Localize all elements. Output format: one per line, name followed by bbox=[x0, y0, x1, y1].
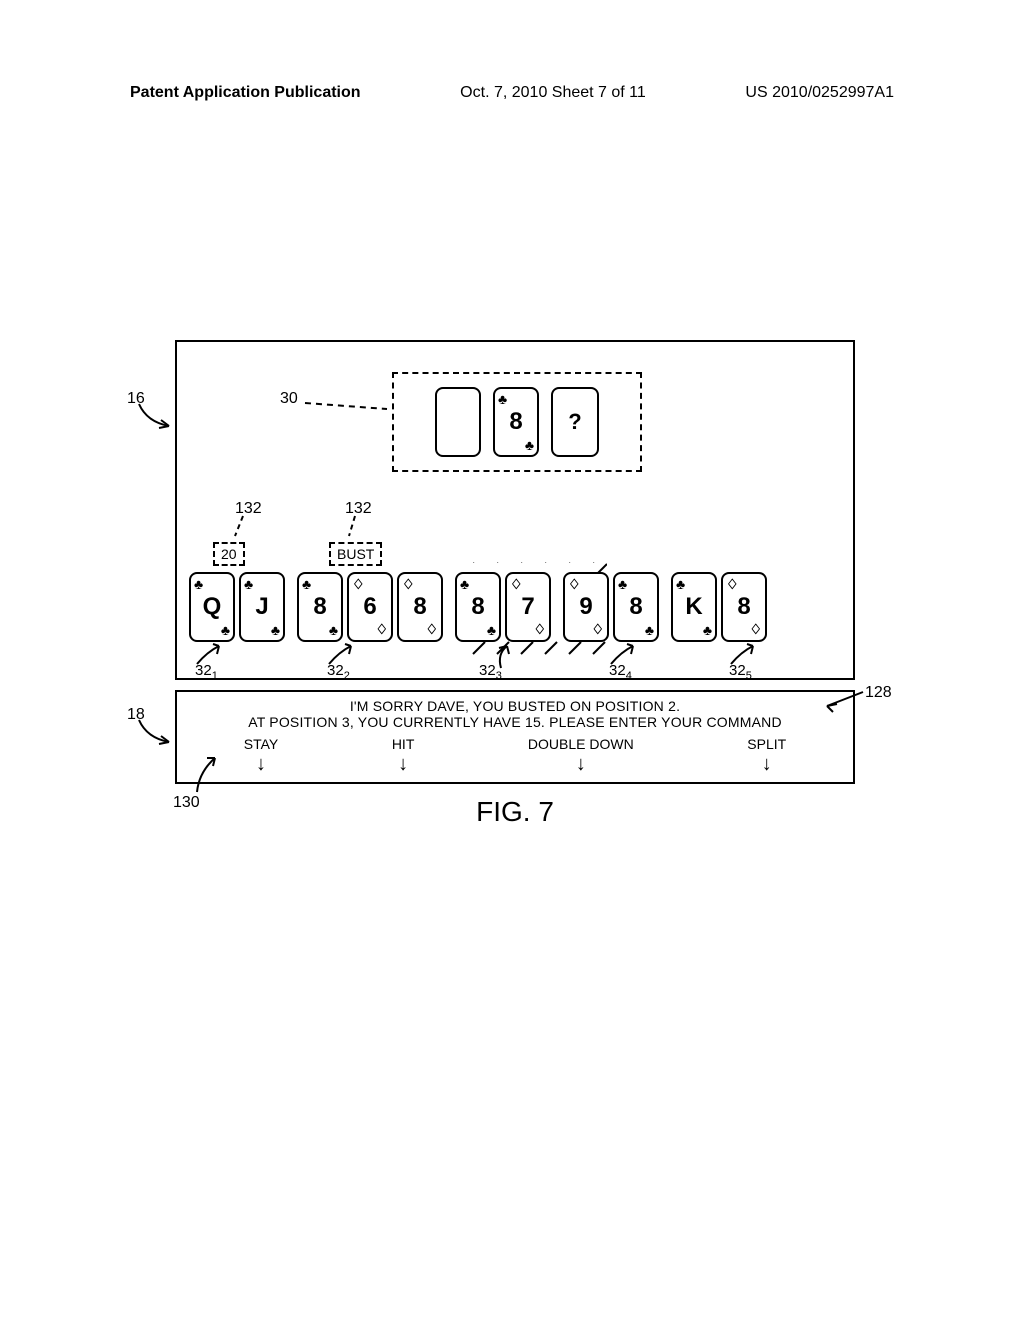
suit-icon: ♣ bbox=[703, 622, 712, 638]
label-18: 18 bbox=[127, 706, 145, 724]
suit-icon: ♣ bbox=[329, 622, 338, 638]
cmd-label: DOUBLE DOWN bbox=[528, 736, 634, 752]
header-right: US 2010/0252997A1 bbox=[745, 84, 894, 102]
ref-32-3: 323 bbox=[479, 662, 502, 682]
label-16: 16 bbox=[127, 390, 145, 408]
hand-3: ♣ 8 ♣ ♢ 7 ♢ bbox=[455, 572, 551, 642]
cmd-hit[interactable]: HIT ↓ bbox=[392, 736, 415, 774]
suit-icon: ♣ bbox=[221, 622, 230, 638]
card-value: 8 bbox=[629, 593, 642, 621]
suit-icon: ♢ bbox=[402, 576, 415, 593]
card-value: 8 bbox=[737, 593, 750, 621]
card-value: K bbox=[685, 593, 702, 621]
card-value: 8 bbox=[413, 593, 426, 621]
card: ♣ K ♣ bbox=[671, 572, 717, 642]
dealer-card-hidden: ? bbox=[551, 387, 599, 457]
ref-32-1: 321 bbox=[195, 662, 218, 682]
control-panel: I'M SORRY DAVE, YOU BUSTED ON POSITION 2… bbox=[175, 690, 855, 784]
suit-icon: ♢ bbox=[726, 576, 739, 593]
card: ♢ 8 ♢ bbox=[721, 572, 767, 642]
player-hands: ♣ Q ♣ ♣ J ♣ ♣ 8 ♣ ♢ 6 bbox=[189, 572, 767, 642]
cmd-label: STAY bbox=[244, 736, 279, 752]
ref-32-4: 324 bbox=[609, 662, 632, 682]
suit-icon: ♢ bbox=[510, 576, 523, 593]
card: ♣ 8 ♣ bbox=[455, 572, 501, 642]
card-value: 8 bbox=[471, 593, 484, 621]
suit-icon: ♢ bbox=[375, 621, 388, 638]
card: ♣ 8 ♣ bbox=[613, 572, 659, 642]
header-left: Patent Application Publication bbox=[130, 84, 361, 102]
cmd-stay[interactable]: STAY ↓ bbox=[244, 736, 279, 774]
suit-icon: ♢ bbox=[591, 621, 604, 638]
label-128: 128 bbox=[865, 684, 892, 702]
card-value: 9 bbox=[579, 593, 592, 621]
cmd-label: HIT bbox=[392, 736, 415, 752]
game-panel: ♣ 8 ♣ ? 20 BUST bbox=[175, 340, 855, 680]
dealer-card-2: ♣ 8 ♣ bbox=[493, 387, 539, 457]
card-value: Q bbox=[203, 593, 222, 621]
command-row: STAY ↓ HIT ↓ DOUBLE DOWN ↓ SPLIT ↓ bbox=[187, 736, 843, 774]
cmd-split[interactable]: SPLIT ↓ bbox=[747, 736, 786, 774]
card: ♣ J ♣ bbox=[239, 572, 285, 642]
dealer-card-blank bbox=[435, 387, 481, 457]
suit-icon: ♣ bbox=[487, 622, 496, 638]
ref-32-2: 322 bbox=[327, 662, 350, 682]
card-value: 7 bbox=[521, 593, 534, 621]
status-bust: BUST bbox=[329, 542, 382, 566]
suit-icon: ♣ bbox=[271, 622, 280, 638]
label-130: 130 bbox=[173, 794, 200, 812]
down-arrow-icon: ↓ bbox=[576, 754, 586, 774]
message-line-1: I'M SORRY DAVE, YOU BUSTED ON POSITION 2… bbox=[187, 698, 843, 714]
suit-icon: ♣ bbox=[194, 576, 203, 592]
card: ♢ 8 ♢ bbox=[397, 572, 443, 642]
card-value: J bbox=[255, 593, 268, 621]
card: ♢ 7 ♢ bbox=[505, 572, 551, 642]
page-header: Patent Application Publication Oct. 7, 2… bbox=[0, 84, 1024, 102]
hand-2: ♣ 8 ♣ ♢ 6 ♢ ♢ 8 ♢ bbox=[297, 572, 443, 642]
suit-icon: ♢ bbox=[568, 576, 581, 593]
ref-32-5: 325 bbox=[729, 662, 752, 682]
dealer-hand: ♣ 8 ♣ ? bbox=[392, 372, 642, 472]
suit-icon: ♣ bbox=[460, 576, 469, 592]
cmd-label: SPLIT bbox=[747, 736, 786, 752]
suit-icon: ♢ bbox=[352, 576, 365, 593]
down-arrow-icon: ↓ bbox=[762, 754, 772, 774]
card-value: ? bbox=[568, 411, 581, 433]
card: ♣ Q ♣ bbox=[189, 572, 235, 642]
suit-icon: ♣ bbox=[618, 576, 627, 592]
figure-caption: FIG. 7 bbox=[175, 796, 855, 828]
card: ♣ 8 ♣ bbox=[297, 572, 343, 642]
down-arrow-icon: ↓ bbox=[256, 754, 266, 774]
suit-icon: ♢ bbox=[533, 621, 546, 638]
suit-icon: ♣ bbox=[302, 576, 311, 592]
suit-icon: ♣ bbox=[645, 622, 654, 638]
suit-icon: ♣ bbox=[244, 576, 253, 592]
card-value: 8 bbox=[313, 593, 326, 621]
card: ♢ 6 ♢ bbox=[347, 572, 393, 642]
cmd-double-down[interactable]: DOUBLE DOWN ↓ bbox=[528, 736, 634, 774]
card: ♢ 9 ♢ bbox=[563, 572, 609, 642]
suit-icon: ♣ bbox=[498, 391, 507, 407]
figure-container: 16 30 132 132 ♣ 8 ♣ ? 20 BUST bbox=[175, 340, 855, 828]
suit-icon: ♣ bbox=[676, 576, 685, 592]
status-20: 20 bbox=[213, 542, 245, 566]
down-arrow-icon: ↓ bbox=[398, 754, 408, 774]
hand-4: ♢ 9 ♢ ♣ 8 ♣ bbox=[563, 572, 659, 642]
hand-1: ♣ Q ♣ ♣ J ♣ bbox=[189, 572, 285, 642]
suit-icon: ♢ bbox=[425, 621, 438, 638]
header-mid: Oct. 7, 2010 Sheet 7 of 11 bbox=[460, 84, 646, 102]
card-value: 6 bbox=[363, 593, 376, 621]
message-line-2: AT POSITION 3, YOU CURRENTLY HAVE 15. PL… bbox=[187, 714, 843, 730]
suit-icon: ♣ bbox=[525, 437, 534, 453]
suit-icon: ♢ bbox=[749, 621, 762, 638]
card-value: 8 bbox=[509, 408, 522, 436]
hand-5: ♣ K ♣ ♢ 8 ♢ bbox=[671, 572, 767, 642]
